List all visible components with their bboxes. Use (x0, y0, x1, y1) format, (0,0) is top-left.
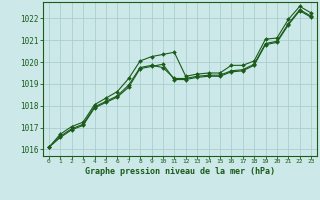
X-axis label: Graphe pression niveau de la mer (hPa): Graphe pression niveau de la mer (hPa) (85, 167, 275, 176)
